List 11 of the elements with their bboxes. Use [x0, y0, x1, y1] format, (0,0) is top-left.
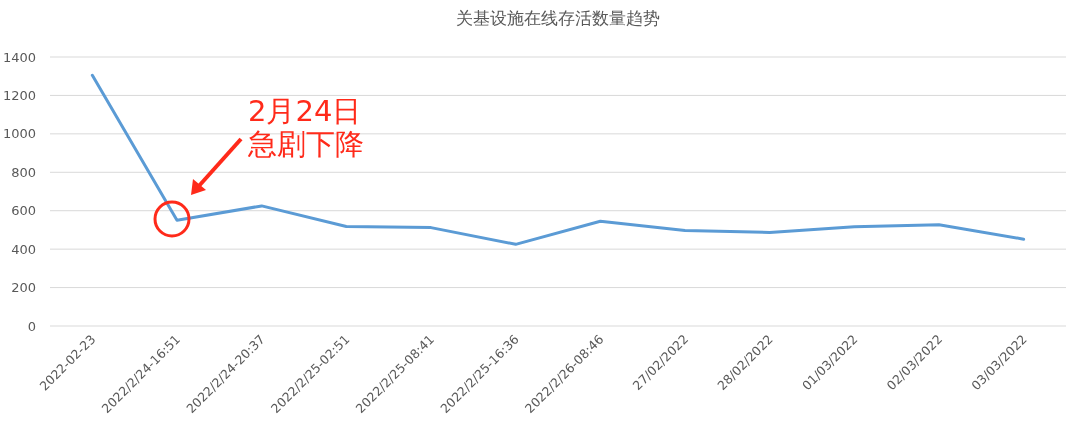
y-tick-label: 1200 — [2, 87, 36, 103]
y-tick-label: 200 — [11, 280, 36, 296]
chart-title: 关基设施在线存活数量趋势 — [456, 8, 660, 28]
annotation: 2月24日急剧下降 — [248, 94, 365, 161]
y-tick-label: 400 — [11, 241, 36, 257]
y-tick-label: 1400 — [2, 49, 36, 65]
line-series — [90, 73, 1026, 246]
y-tick-label: 600 — [11, 203, 36, 219]
y-tick-label: 800 — [11, 164, 36, 180]
y-tick-label: 0 — [27, 318, 36, 334]
y-tick-label: 1000 — [2, 126, 36, 142]
